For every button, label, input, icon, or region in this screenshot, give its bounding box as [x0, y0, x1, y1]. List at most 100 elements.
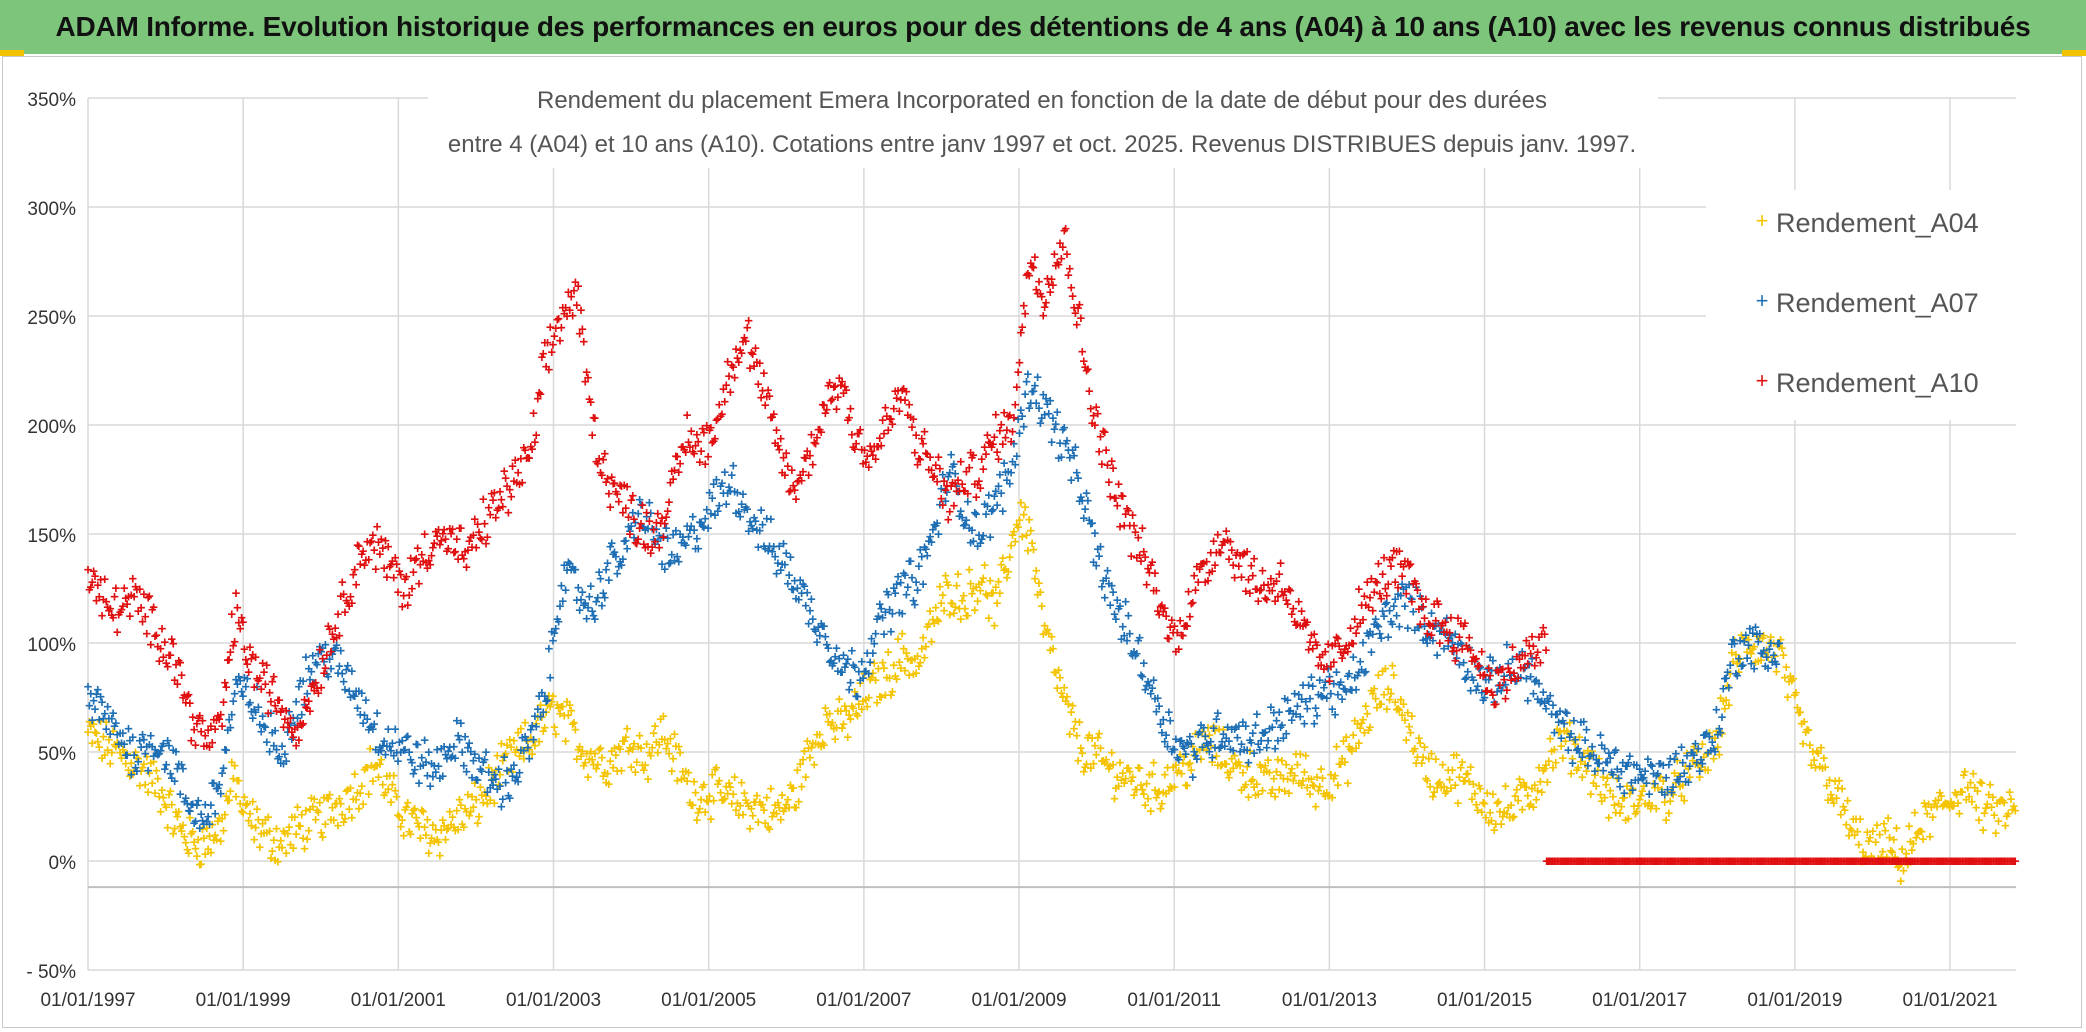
data-point: + — [487, 764, 496, 781]
data-point: + — [313, 802, 322, 819]
data-point: + — [1867, 848, 1876, 865]
data-point: + — [1880, 816, 1889, 833]
data-point: + — [1503, 806, 1512, 823]
data-point: + — [1870, 852, 1879, 869]
data-point: + — [623, 721, 632, 738]
data-point: + — [612, 747, 621, 764]
data-point: + — [1736, 651, 1745, 668]
data-point: + — [1637, 788, 1646, 805]
data-point: + — [621, 729, 630, 746]
data-point: + — [279, 755, 288, 772]
data-point: + — [605, 776, 614, 793]
data-point: + — [1859, 844, 1868, 861]
data-point: + — [579, 758, 588, 775]
data-point: + — [1814, 745, 1823, 762]
corner-accent-right — [2062, 50, 2086, 56]
data-point: + — [1596, 786, 1605, 803]
data-point: + — [343, 782, 352, 799]
data-point: + — [1382, 701, 1391, 718]
data-point: + — [1789, 671, 1798, 688]
x-tick-label: 01/01/2021 — [1903, 990, 1998, 1011]
data-point: + — [1371, 690, 1380, 707]
data-point: + — [102, 714, 111, 731]
data-point: + — [708, 767, 717, 784]
data-point: + — [395, 808, 404, 825]
data-point: + — [288, 731, 297, 748]
data-point: + — [335, 658, 344, 675]
data-point: + — [1470, 786, 1479, 803]
data-point: + — [1718, 726, 1727, 743]
data-point: + — [468, 788, 477, 805]
data-point: + — [369, 773, 378, 790]
data-point: + — [1336, 756, 1345, 773]
data-point: + — [370, 759, 379, 776]
data-point: + — [1827, 786, 1836, 803]
data-point: + — [1103, 757, 1112, 774]
data-point: + — [378, 737, 387, 754]
data-point: + — [473, 815, 482, 832]
data-point: + — [909, 411, 918, 428]
data-point: + — [117, 750, 126, 767]
data-point: + — [1692, 744, 1701, 761]
data-point: + — [1435, 774, 1444, 791]
data-point: + — [300, 841, 309, 858]
data-point: + — [570, 715, 579, 732]
data-point: + — [581, 754, 590, 771]
data-point: + — [726, 779, 735, 796]
data-point: + — [849, 700, 858, 717]
data-point: + — [1229, 760, 1238, 777]
data-point: + — [205, 828, 214, 845]
data-point: + — [343, 658, 352, 675]
data-point: + — [528, 746, 537, 763]
data-point: + — [1429, 789, 1438, 806]
data-point: + — [1579, 745, 1588, 762]
data-point: + — [317, 824, 326, 841]
data-point: + — [121, 756, 130, 773]
data-point: + — [916, 655, 925, 672]
data-point: + — [976, 480, 985, 497]
data-point: + — [994, 451, 1003, 468]
data-point: + — [141, 746, 150, 763]
data-point: + — [399, 742, 408, 759]
data-point: + — [931, 600, 940, 617]
data-point: + — [1570, 733, 1579, 750]
data-point: + — [1477, 804, 1486, 821]
data-point: + — [222, 788, 231, 805]
data-point: + — [1536, 774, 1545, 791]
data-point: + — [1589, 775, 1598, 792]
data-point: + — [1353, 716, 1362, 733]
data-point: + — [269, 669, 278, 686]
data-point: + — [223, 722, 232, 739]
data-point: + — [1928, 809, 1937, 826]
data-point: + — [1718, 709, 1727, 726]
data-point: + — [783, 791, 792, 808]
data-point: + — [331, 640, 340, 657]
data-point: + — [100, 747, 109, 764]
data-point: + — [1188, 738, 1197, 755]
data-point: + — [1835, 773, 1844, 790]
data-point: + — [349, 687, 358, 704]
data-point: + — [215, 777, 224, 794]
data-point: + — [345, 683, 354, 700]
data-point: + — [1065, 726, 1074, 743]
data-point: + — [994, 574, 1003, 591]
data-point: + — [1610, 797, 1619, 814]
data-point: + — [1644, 798, 1653, 815]
data-point: + — [98, 694, 107, 711]
data-point: + — [1455, 769, 1464, 786]
data-point: + — [272, 821, 281, 838]
data-point: + — [1772, 663, 1781, 680]
data-point: + — [295, 732, 304, 749]
y-tick-label: 0% — [49, 853, 77, 874]
data-point: + — [392, 789, 401, 806]
data-point: + — [834, 703, 843, 720]
data-point: + — [268, 725, 277, 742]
data-point: + — [1403, 705, 1412, 722]
data-point: + — [1434, 776, 1443, 793]
data-point: + — [1901, 852, 1910, 869]
data-point: + — [367, 718, 376, 735]
data-point: + — [156, 742, 165, 759]
data-point: + — [950, 498, 959, 515]
data-point: + — [521, 715, 530, 732]
data-point: + — [1937, 788, 1946, 805]
